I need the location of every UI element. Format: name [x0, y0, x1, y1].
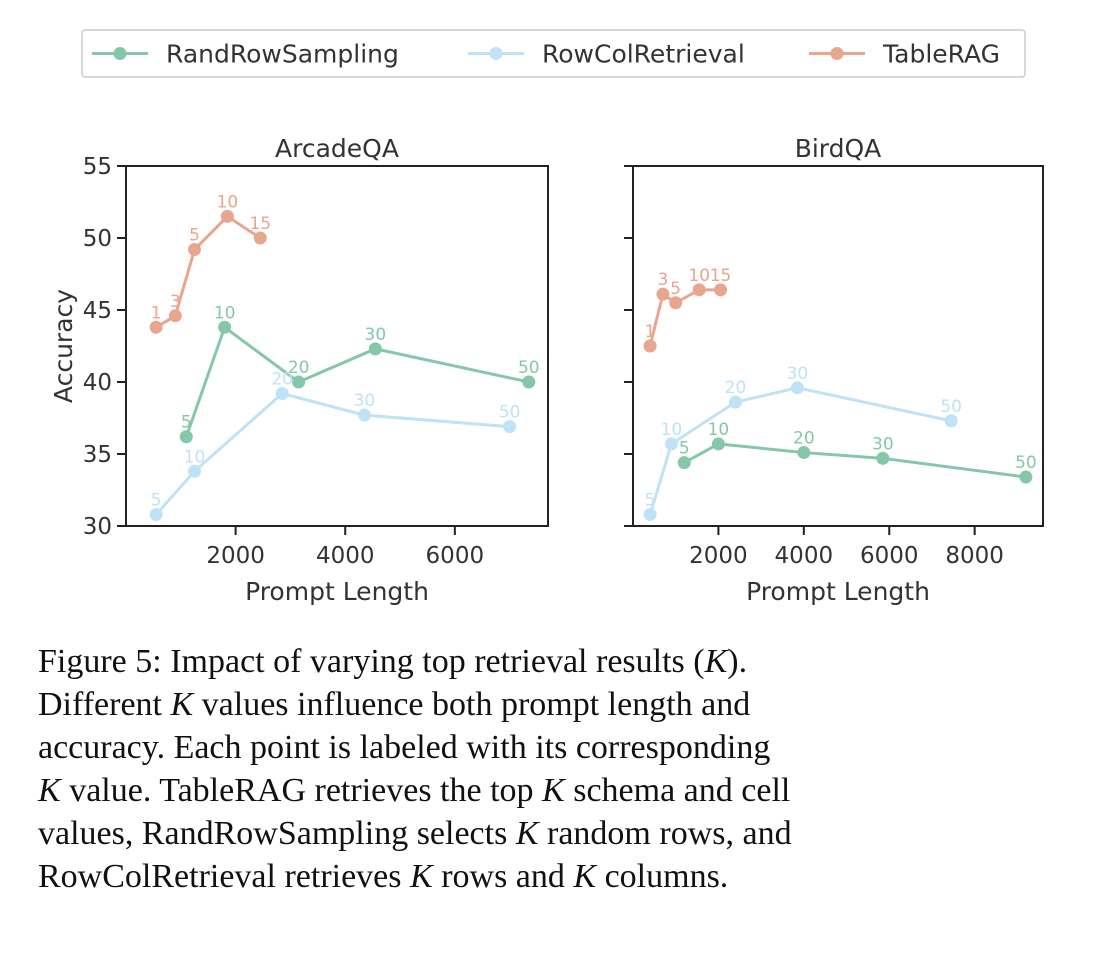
- data-point: [656, 287, 670, 301]
- data-label: 10: [661, 420, 683, 440]
- caption-line: K value. TableRAG retrieves the top K sc…: [38, 772, 791, 809]
- data-point: [368, 342, 382, 356]
- data-label: 20: [288, 358, 310, 378]
- data-label: 20: [793, 429, 815, 449]
- figure-chart: RandRowSampling RowColRetrieval TableRAG Ar…: [49, 29, 1044, 606]
- x-axis-label: Prompt Length: [746, 577, 930, 606]
- data-point: [711, 437, 725, 451]
- data-label: 30: [787, 364, 809, 384]
- data-point: [692, 283, 706, 297]
- data-point: [275, 387, 289, 401]
- caption-line: values, RandRowSampling selects K random…: [38, 815, 792, 852]
- data-label: 5: [181, 413, 192, 433]
- x-tick-label: 4000: [316, 543, 375, 569]
- data-point: [188, 464, 202, 478]
- data-point: [664, 437, 678, 451]
- data-label: 15: [710, 266, 732, 286]
- legend-box: [81, 29, 1026, 78]
- data-point: [357, 408, 371, 422]
- x-tick-label: 8000: [945, 543, 1004, 569]
- chart-svg: RandRowSampling RowColRetrieval TableRAG Ar…: [49, 29, 1044, 606]
- data-point: [168, 309, 182, 323]
- data-label: 1: [151, 303, 162, 323]
- data-point: [790, 381, 804, 395]
- data-label: 20: [725, 378, 747, 398]
- x-axis-label: Prompt Length: [245, 577, 429, 606]
- caption-line: RowColRetrieval retrieves K rows and K c…: [38, 858, 729, 895]
- data-label: 10: [217, 192, 239, 212]
- data-point: [1019, 470, 1033, 484]
- legend-label: RandRowSampling: [166, 40, 399, 69]
- data-point: [643, 507, 657, 521]
- data-label: 5: [645, 490, 656, 510]
- data-label: 50: [1015, 453, 1037, 473]
- series-line: [683, 442, 1027, 479]
- data-label: 10: [214, 303, 236, 323]
- data-point: [797, 446, 811, 460]
- data-point: [643, 339, 657, 353]
- data-label: 10: [708, 420, 730, 440]
- figure-caption: Figure 5: Impact of varying top retrieva…: [38, 640, 1068, 898]
- data-label: 5: [189, 226, 200, 246]
- plot-frame: [632, 165, 1044, 527]
- data-label: 3: [657, 270, 668, 290]
- x-tick-label: 6000: [860, 543, 919, 569]
- data-point: [522, 375, 536, 389]
- x-tick-label: 4000: [775, 543, 834, 569]
- caption-line: Different K values influence both prompt…: [38, 686, 751, 723]
- data-point: [714, 283, 728, 297]
- data-point: [944, 414, 958, 428]
- data-label: 10: [184, 447, 206, 467]
- legend-marker: [489, 47, 503, 60]
- data-label: 30: [365, 325, 387, 345]
- data-point: [149, 507, 163, 521]
- data-label: 50: [940, 397, 962, 417]
- plot-frame: [125, 165, 549, 527]
- panel-title: BirdQA: [795, 134, 882, 163]
- x-tick-label: 2000: [689, 543, 748, 569]
- data-point: [876, 451, 890, 465]
- series-line: [184, 324, 530, 438]
- legend-label: TableRAG: [882, 40, 1000, 69]
- caption-line: accuracy. Each point is labeled with its…: [38, 729, 771, 766]
- data-point: [220, 209, 234, 223]
- data-label: 5: [679, 439, 690, 459]
- y-tick-label: 55: [83, 154, 112, 180]
- y-axis-label: Accuracy: [49, 289, 78, 403]
- data-label: 20: [271, 370, 293, 390]
- data-point: [179, 430, 193, 444]
- data-point: [149, 320, 163, 334]
- data-point: [188, 243, 202, 257]
- y-tick-label: 35: [83, 442, 112, 468]
- data-label: 5: [151, 490, 162, 510]
- legend-marker: [830, 47, 844, 60]
- legend-label: RowColRetrieval: [542, 40, 745, 69]
- x-tick-label: 2000: [206, 543, 265, 569]
- data-point: [218, 320, 232, 334]
- y-tick-label: 50: [83, 226, 112, 252]
- data-label: 3: [170, 292, 181, 312]
- legend-marker: [113, 47, 127, 60]
- data-label: 50: [518, 358, 540, 378]
- data-label: 15: [249, 214, 271, 234]
- data-label: 10: [688, 266, 710, 286]
- y-tick-label: 40: [83, 370, 112, 396]
- y-tick-label: 45: [83, 298, 112, 324]
- data-point: [292, 375, 306, 389]
- data-point: [253, 231, 267, 245]
- panel-title: ArcadeQA: [275, 134, 399, 163]
- data-label: 5: [670, 279, 681, 299]
- data-point: [503, 420, 517, 434]
- series-line: [155, 391, 510, 516]
- caption-line: Figure 5: Impact of varying top retrieva…: [38, 643, 748, 680]
- data-label: 50: [499, 403, 521, 423]
- x-tick-label: 6000: [426, 543, 485, 569]
- data-point: [729, 395, 742, 409]
- y-tick-label: 30: [83, 514, 112, 540]
- data-label: 1: [645, 322, 656, 342]
- data-label: 30: [354, 391, 376, 411]
- data-point: [677, 456, 691, 470]
- data-point: [669, 296, 683, 310]
- data-label: 30: [872, 434, 894, 454]
